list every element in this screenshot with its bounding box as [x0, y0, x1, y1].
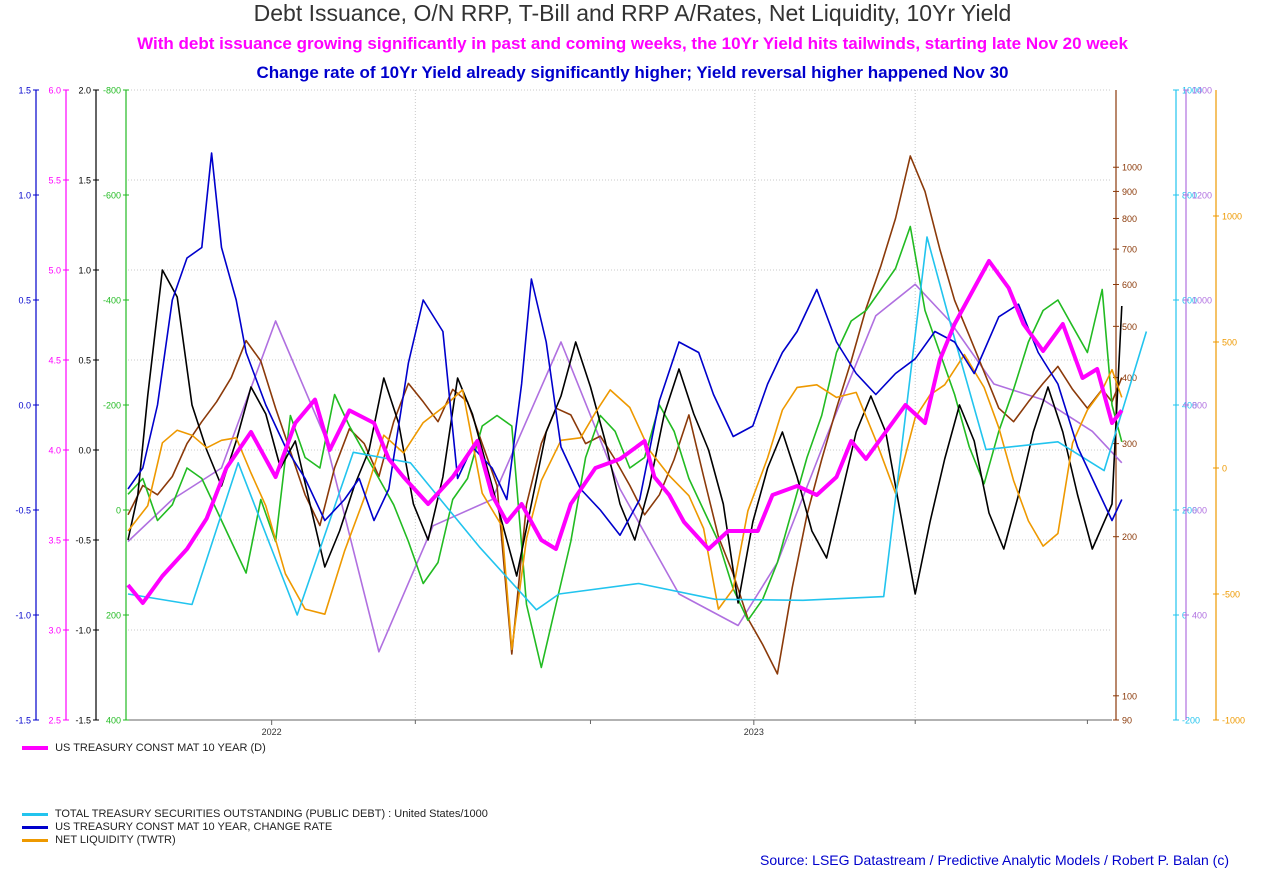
tick-label-orange-1: 500 [1222, 338, 1237, 348]
tick-label-orange-0: 1000 [1222, 212, 1242, 222]
tick-label-orange-3: -500 [1222, 590, 1240, 600]
tick-label-green-6: 400 [106, 716, 121, 726]
tick-label-brown-3: 700 [1122, 245, 1137, 255]
legend-item-net-liquidity: NET LIQUIDITY (TWTR) [22, 834, 176, 846]
tick-label-orange-2: 0 [1222, 464, 1227, 474]
legend-label-yield: US TREASURY CONST MAT 10 YEAR (D) [55, 742, 266, 754]
tick-label-black-4: 0.0 [78, 446, 91, 456]
tick-label-blue-3: 0.0 [18, 401, 31, 411]
tick-label-black-1: 1.5 [78, 176, 91, 186]
x-tick-label-0: 2022 [262, 727, 282, 737]
tick-label-green-3: -200 [103, 401, 121, 411]
tick-label-magenta-2: 5.0 [48, 266, 61, 276]
legend-label-debt: TOTAL TREASURY SECURITIES OUTSTANDING (P… [54, 808, 488, 820]
source-note: Source: LSEG Datastream / Predictive Ana… [760, 852, 1229, 868]
tick-label-blue-0: 1.5 [18, 86, 31, 96]
legend-label-net-liquidity: NET LIQUIDITY (TWTR) [55, 834, 176, 846]
tick-label-green-0: -800 [103, 86, 121, 96]
tick-label-cyan-3: 400 [1182, 401, 1197, 411]
chart-title: Debt Issuance, O/N RRP, T-Bill and RRP A… [253, 0, 1012, 26]
tick-label-brown-6: 400 [1122, 373, 1137, 383]
legend-swatch-change-rate [22, 825, 48, 829]
tick-label-blue-4: -0.5 [15, 506, 31, 516]
series-orange-line [127, 353, 1123, 651]
series-green-line [127, 225, 1123, 669]
series-cyan-line [127, 236, 1148, 616]
tick-label-brown-2: 800 [1122, 214, 1137, 224]
tick-label-lavender-5: 400 [1192, 611, 1207, 621]
chart-subtitle-1: With debt issuance growing significantly… [137, 34, 1128, 53]
series-brown-line [127, 155, 1123, 675]
tick-label-lavender-2: 1000 [1192, 296, 1212, 306]
tick-label-green-2: -400 [103, 296, 121, 306]
tick-label-green-5: 200 [106, 611, 121, 621]
series-magenta-line [126, 259, 1124, 605]
legend-swatch-yield [22, 746, 48, 751]
tick-label-magenta-6: 3.0 [48, 626, 61, 636]
tick-label-lavender-1: 1200 [1192, 191, 1212, 201]
x-tick-label-1: 2023 [744, 727, 764, 737]
legend-swatch-debt [22, 812, 48, 816]
tick-label-blue-2: 0.5 [18, 296, 31, 306]
tick-label-black-0: 2.0 [78, 86, 91, 96]
tick-label-brown-10: 90 [1122, 716, 1132, 726]
tick-label-cyan-4: 200 [1182, 506, 1197, 516]
tick-label-cyan-2: 600 [1182, 296, 1197, 306]
legend-item-change-rate: US TREASURY CONST MAT 10 YEAR, CHANGE RA… [22, 821, 332, 833]
legend-item-debt: TOTAL TREASURY SECURITIES OUTSTANDING (P… [22, 808, 488, 820]
tick-label-black-2: 1.0 [78, 266, 91, 276]
legend-swatch-net-liquidity [22, 838, 48, 842]
tick-label-cyan-1: 800 [1182, 191, 1197, 201]
tick-label-magenta-5: 3.5 [48, 536, 61, 546]
series-black-line [127, 269, 1123, 604]
tick-label-green-1: -600 [103, 191, 121, 201]
tick-label-black-6: -1.0 [75, 626, 91, 636]
tick-label-magenta-1: 5.5 [48, 176, 61, 186]
tick-label-cyan-0: 1000 [1182, 86, 1202, 96]
tick-label-magenta-0: 6.0 [48, 86, 61, 96]
tick-label-black-3: 0.5 [78, 356, 91, 366]
tick-label-blue-6: -1.5 [15, 716, 31, 726]
tick-label-cyan-6: -200 [1182, 716, 1200, 726]
tick-label-orange-4: -1000 [1222, 716, 1245, 726]
tick-label-lavender-0: 1400 [1192, 86, 1212, 96]
tick-label-brown-5: 500 [1122, 322, 1137, 332]
legend-item-yield: US TREASURY CONST MAT 10 YEAR (D) [22, 742, 266, 754]
tick-label-blue-5: -1.0 [15, 611, 31, 621]
tick-label-black-5: -0.5 [75, 536, 91, 546]
tick-label-green-4: 0 [116, 506, 121, 516]
tick-label-magenta-4: 4.0 [48, 446, 61, 456]
tick-label-brown-0: 1000 [1122, 163, 1142, 173]
tick-label-blue-1: 1.0 [18, 191, 31, 201]
tick-label-magenta-3: 4.5 [48, 356, 61, 366]
tick-label-brown-4: 600 [1122, 280, 1137, 290]
chart-subtitle-2: Change rate of 10Yr Yield already signif… [256, 63, 1009, 82]
tick-label-brown-7: 300 [1122, 439, 1137, 449]
tick-label-brown-9: 100 [1122, 691, 1137, 701]
tick-label-magenta-7: 2.5 [48, 716, 61, 726]
tick-label-brown-8: 200 [1122, 532, 1137, 542]
tick-label-black-7: -1.5 [75, 716, 91, 726]
tick-label-lavender-3: 800 [1192, 401, 1207, 411]
tick-label-lavender-4: 600 [1192, 506, 1207, 516]
tick-label-brown-1: 900 [1122, 187, 1137, 197]
legend-label-change-rate: US TREASURY CONST MAT 10 YEAR, CHANGE RA… [55, 821, 333, 833]
